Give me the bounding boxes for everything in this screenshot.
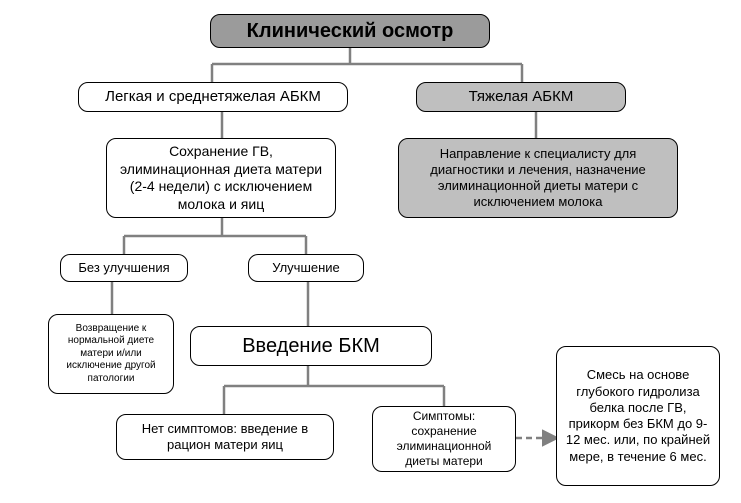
node-label: Тяжелая АБКМ: [469, 88, 574, 107]
node-label: Направление к специалисту для диагностик…: [407, 146, 669, 211]
node-label: Легкая и среднетяжелая АБКМ: [105, 88, 321, 107]
node-label: Сохранение ГВ, элиминационная диета мате…: [115, 143, 327, 213]
node-improvement: Улучшение: [248, 254, 364, 282]
node-label: Улучшение: [272, 260, 340, 276]
node-gv-diet: Сохранение ГВ, элиминационная диета мате…: [106, 138, 336, 218]
node-clinical-exam: Клинический осмотр: [210, 14, 490, 48]
node-label: Нет симптомов: введение в рацион матери …: [125, 421, 325, 454]
node-label: Смесь на основе глубокого гидролиза белк…: [565, 367, 711, 465]
node-intro-bkm: Введение БКМ: [190, 326, 432, 366]
node-symptoms: Симптомы: сохранение элиминационной диет…: [372, 406, 516, 472]
node-no-symptoms: Нет симптомов: введение в рацион матери …: [116, 414, 334, 460]
node-specialist: Направление к специалисту для диагностик…: [398, 138, 678, 218]
node-label: Возвращение к нормальной диете матери и/…: [57, 323, 165, 386]
node-label: Введение БКМ: [242, 334, 380, 359]
node-label: Симптомы: сохранение элиминационной диет…: [381, 409, 507, 469]
node-no-improvement: Без улучшения: [60, 254, 188, 282]
node-mild-abkm: Легкая и среднетяжелая АБКМ: [78, 82, 348, 112]
node-return-diet: Возвращение к нормальной диете матери и/…: [48, 314, 174, 394]
node-hydrolysate-mix: Смесь на основе глубокого гидролиза белк…: [556, 346, 720, 486]
node-severe-abkm: Тяжелая АБКМ: [416, 82, 626, 112]
node-label: Без улучшения: [78, 260, 169, 276]
node-label: Клинический осмотр: [247, 19, 454, 44]
